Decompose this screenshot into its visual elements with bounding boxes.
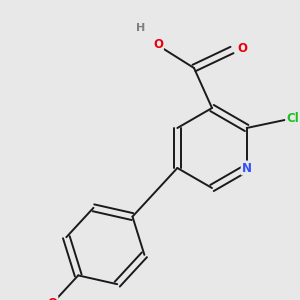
Text: O: O (153, 38, 163, 52)
Text: O: O (237, 41, 247, 55)
Text: Cl: Cl (286, 112, 299, 124)
Text: H: H (136, 23, 146, 33)
Text: N: N (242, 161, 252, 175)
Text: O: O (47, 297, 58, 300)
